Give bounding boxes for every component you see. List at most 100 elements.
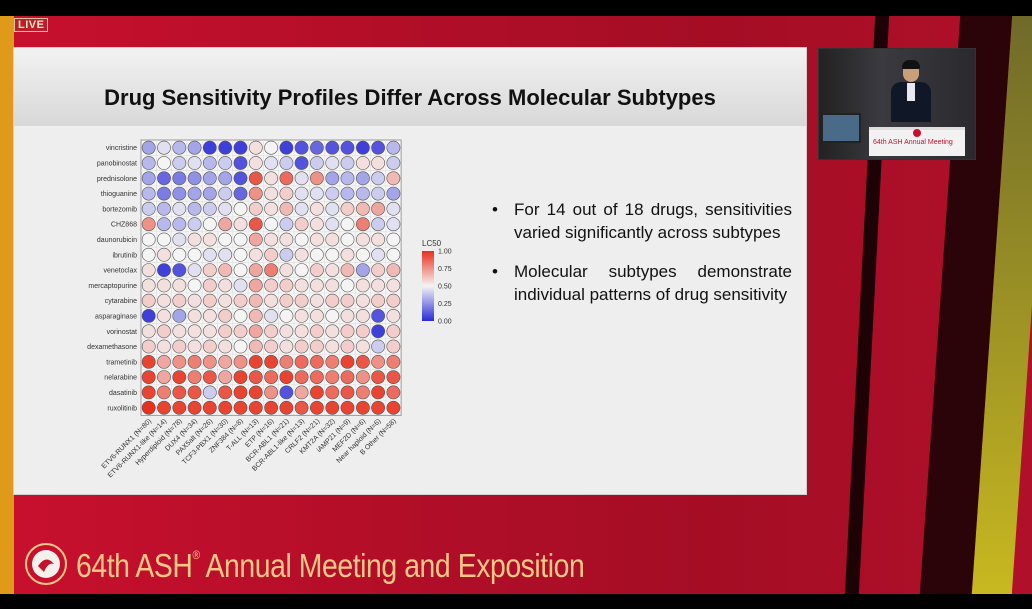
- heatmap-cell: [233, 385, 248, 400]
- heatmap-cell: [187, 201, 202, 216]
- heatmap-cell: [248, 201, 263, 216]
- heatmap-cell: [325, 400, 340, 415]
- heatmap-cell: [202, 293, 217, 308]
- heatmap-cell: [355, 293, 370, 308]
- heatmap-cell: [340, 385, 355, 400]
- heatmap-cell: [325, 217, 340, 232]
- heatmap-cell: [233, 140, 248, 155]
- heatmap-cell: [386, 156, 401, 170]
- heatmap-cell: [141, 354, 156, 369]
- heatmap-cell: [202, 186, 217, 201]
- heatmap-cell: [386, 354, 401, 369]
- heatmap-cell: [355, 186, 370, 201]
- drug-label: vincristine: [106, 145, 137, 152]
- heatmap-cell: [355, 232, 370, 247]
- heatmap-cell: [309, 339, 324, 354]
- heatmap-cell: [386, 308, 401, 323]
- heatmap-cell: [264, 308, 278, 323]
- heatmap-cell: [157, 247, 171, 262]
- heatmap-cell: [218, 263, 233, 277]
- slide-title: Drug Sensitivity Profiles Differ Across …: [104, 85, 716, 110]
- heatmap-cell: [371, 385, 385, 400]
- heatmap-cell: [218, 201, 233, 216]
- legend-tick-label: 0.25: [438, 301, 452, 308]
- heatmap-cell: [355, 263, 370, 277]
- heatmap-cell: [218, 217, 233, 232]
- heatmap-cell: [248, 263, 263, 277]
- heatmap-cell: [386, 186, 401, 201]
- heatmap-cell: [264, 186, 278, 201]
- heatmap-cell: [233, 400, 248, 415]
- legend-tick-label: 1.00: [438, 249, 452, 256]
- heatmap-cell: [355, 217, 370, 232]
- heatmap-cell: [309, 354, 324, 369]
- heatmap-cell: [340, 186, 355, 201]
- heatmap-cell: [371, 201, 385, 216]
- heatmap-cell: [233, 278, 248, 293]
- heatmap-cell: [371, 278, 385, 293]
- heatmap-cell: [340, 201, 355, 216]
- heatmap-cell: [248, 186, 263, 201]
- heatmap-cell: [279, 247, 294, 262]
- heatmap-cell: [279, 171, 294, 186]
- heatmap-cell: [309, 324, 324, 339]
- heatmap-cell: [218, 400, 233, 415]
- heatmap-cell: [386, 217, 401, 232]
- heatmap-cell: [157, 324, 171, 339]
- heatmap-cell: [248, 171, 263, 186]
- heatmap-cell: [233, 232, 248, 247]
- registered-mark: ®: [192, 548, 200, 562]
- heatmap-cell: [218, 247, 233, 262]
- heatmap-cell: [294, 308, 309, 323]
- heatmap-cell: [279, 339, 294, 354]
- podium-text: 64th ASH Annual Meeting: [873, 139, 953, 146]
- heatmap-cell: [325, 339, 340, 354]
- heatmap-cell: [325, 156, 340, 170]
- heatmap-cell: [294, 140, 309, 155]
- heatmap-cell: [294, 232, 309, 247]
- heatmap-cell: [157, 293, 171, 308]
- podium-logo-icon: [913, 129, 921, 137]
- speaker-video-feed[interactable]: 64th ASH Annual Meeting: [818, 48, 976, 160]
- heatmap-cell: [248, 247, 263, 262]
- drug-label: dexamethasone: [87, 344, 137, 351]
- drug-label: trametinib: [106, 359, 137, 366]
- heatmap-cell: [264, 293, 278, 308]
- heatmap-cell: [309, 201, 324, 216]
- heatmap-cell: [264, 140, 278, 155]
- decor-stripe-left: [0, 16, 14, 594]
- heatmap-cell: [202, 339, 217, 354]
- heatmap-cell: [325, 278, 340, 293]
- heatmap-cell: [218, 140, 233, 155]
- bullet-item: • For 14 out of 18 drugs, sensitivities …: [492, 198, 792, 244]
- heatmap-cell: [309, 308, 324, 323]
- heatmap-cell: [141, 278, 156, 293]
- heatmap-cell: [355, 140, 370, 155]
- heatmap-cell: [218, 278, 233, 293]
- heatmap-cell: [294, 156, 309, 170]
- stage-monitor: [821, 113, 861, 143]
- heatmap-cell: [386, 385, 401, 400]
- heatmap-cell: [371, 156, 385, 170]
- heatmap-cell: [340, 171, 355, 186]
- heatmap-cell: [202, 354, 217, 369]
- heatmap-cell: [279, 217, 294, 232]
- bullet-item: • Molecular subtypes demonstrate individ…: [492, 260, 792, 306]
- heatmap-cell: [386, 370, 401, 384]
- heatmap-cell: [202, 232, 217, 247]
- heatmap-cell: [233, 354, 248, 369]
- heatmap-cell: [264, 385, 278, 400]
- heatmap-cell: [325, 354, 340, 369]
- heatmap-cell: [157, 186, 171, 201]
- heatmap-cell: [172, 293, 187, 308]
- heatmap-cell: [264, 247, 278, 262]
- heatmap-cell: [141, 370, 156, 384]
- heatmap-cell: [279, 201, 294, 216]
- heatmap-cell: [386, 293, 401, 308]
- heatmap-cell: [248, 385, 263, 400]
- heatmap-cell: [233, 370, 248, 384]
- slide-bullets: • For 14 out of 18 drugs, sensitivities …: [492, 198, 792, 322]
- heatmap-cell: [294, 293, 309, 308]
- heatmap-cell: [141, 232, 156, 247]
- heatmap-cell: [248, 278, 263, 293]
